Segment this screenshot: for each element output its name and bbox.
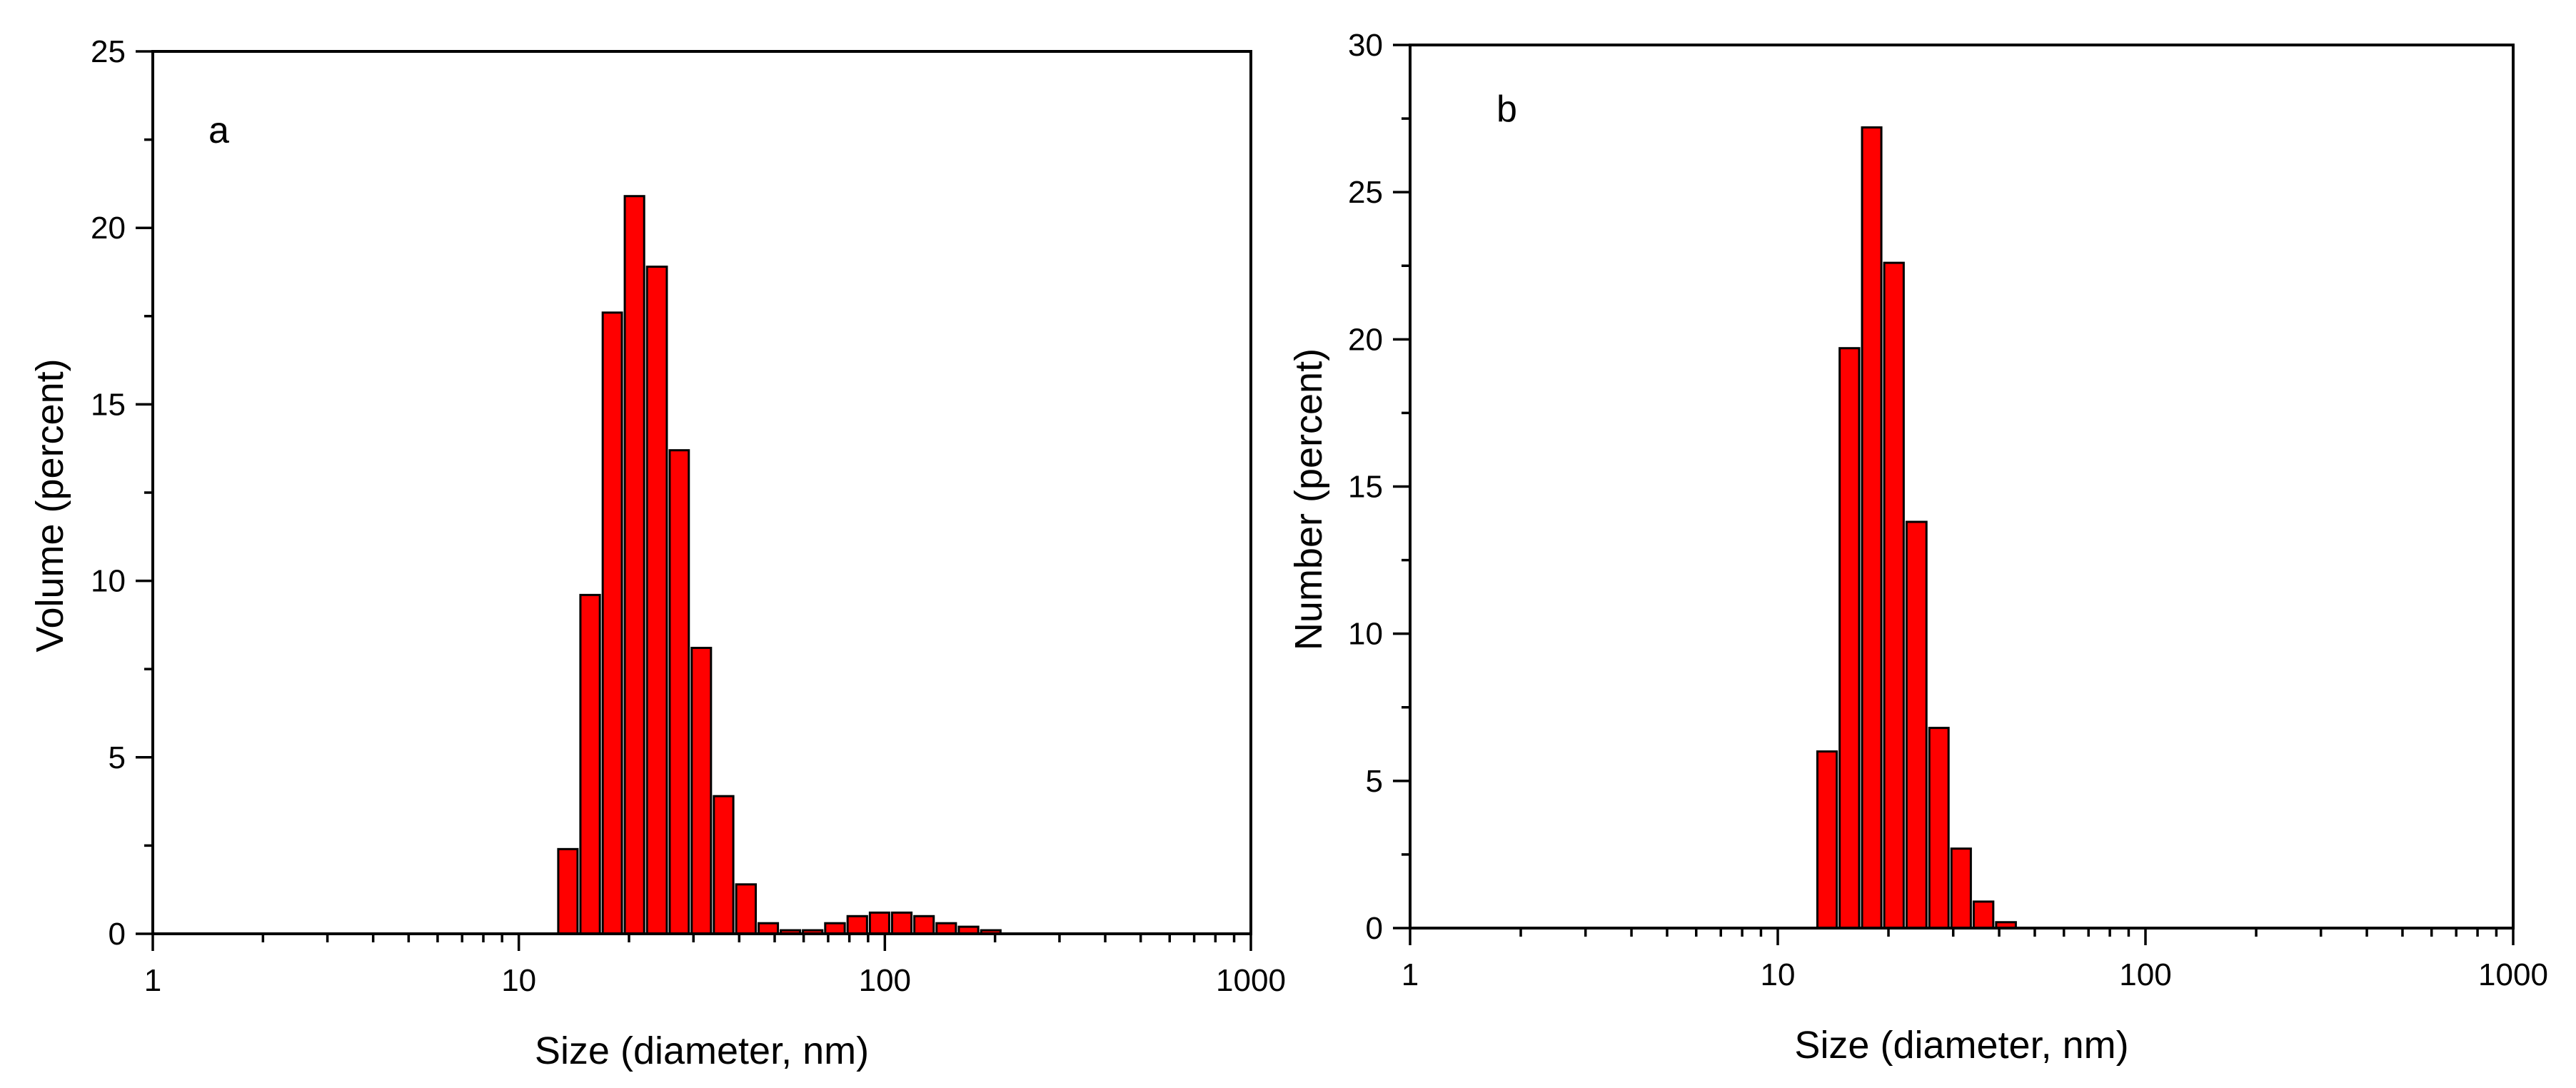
bar-b-5 xyxy=(1928,727,1950,930)
y-tick-label-b-6: 30 xyxy=(1348,28,1383,63)
y-tick-label-b-1: 5 xyxy=(1366,764,1383,799)
bar-b-7 xyxy=(1972,900,1995,930)
bar-b-3 xyxy=(1883,261,1905,930)
y-tick-label-b-3: 15 xyxy=(1348,470,1383,505)
bar-a-1 xyxy=(579,593,601,935)
bar-b-0 xyxy=(1816,750,1838,930)
x-tick-label-b-1: 10 xyxy=(1761,957,1796,992)
tick-labels-b: 1 10 100 1000 0 5 10 15 20 25 30 xyxy=(1348,28,2548,992)
y-tick-label-a-2: 10 xyxy=(91,564,126,599)
x-axis-title-b: Size (diameter, nm) xyxy=(1794,1024,2128,1067)
x-axis-title-a: Size (diameter, nm) xyxy=(535,1029,869,1072)
x-tick-label-b-3: 1000 xyxy=(2478,957,2548,992)
bar-a-0 xyxy=(557,847,579,935)
y-tick-label-a-5: 25 xyxy=(91,34,126,69)
tick-labels-a: 1 10 100 1000 0 5 10 15 20 25 xyxy=(91,34,1286,998)
y-axis-title-a: Volume (percent) xyxy=(29,358,71,652)
bar-a-3 xyxy=(623,195,645,935)
y-axis-title-b: Number (percent) xyxy=(1287,348,1330,650)
y-tick-label-b-5: 25 xyxy=(1348,175,1383,210)
bar-b-4 xyxy=(1905,520,1928,930)
bar-a-16 xyxy=(913,915,935,935)
bar-a-14 xyxy=(868,911,890,935)
y-tick-label-a-3: 15 xyxy=(91,387,126,422)
bar-a-9 xyxy=(758,922,780,935)
y-tick-label-b-4: 20 xyxy=(1348,322,1383,357)
bar-b-6 xyxy=(1950,847,1972,930)
bar-a-2 xyxy=(601,311,623,935)
bar-a-5 xyxy=(668,449,690,935)
chart-panel-a: 1 10 100 1000 0 5 10 15 20 25 a Size (diameter, n… xyxy=(29,34,1286,1072)
panel-label-b: b xyxy=(1496,89,1517,130)
bar-b-1 xyxy=(1838,347,1861,930)
chart-panel-b: 1 10 100 1000 0 5 10 15 20 25 30 b Size (diameter,… xyxy=(1287,28,2548,1067)
plot-frame-b xyxy=(1409,44,2515,930)
x-tick-label-a-0: 1 xyxy=(144,963,161,998)
bar-b-2 xyxy=(1861,126,1883,930)
bar-a-17 xyxy=(935,922,957,935)
x-tick-label-b-0: 1 xyxy=(1402,957,1419,992)
bars-a xyxy=(557,195,1002,935)
ticks-a xyxy=(136,50,1252,951)
bars-b xyxy=(1816,126,2017,930)
bar-a-4 xyxy=(645,266,668,935)
y-tick-label-b-2: 10 xyxy=(1348,617,1383,652)
bar-a-13 xyxy=(846,915,868,935)
bar-a-7 xyxy=(713,795,735,935)
y-tick-label-a-1: 5 xyxy=(109,740,126,775)
bar-a-15 xyxy=(890,911,913,935)
x-tick-label-a-1: 10 xyxy=(501,963,536,998)
panel-label-a: a xyxy=(208,110,229,151)
y-tick-label-a-0: 0 xyxy=(109,917,126,952)
x-tick-label-a-2: 100 xyxy=(859,963,911,998)
ticks-b xyxy=(1393,44,2515,945)
x-tick-label-b-2: 100 xyxy=(2119,957,2171,992)
y-tick-label-b-0: 0 xyxy=(1366,911,1383,946)
y-tick-label-a-4: 20 xyxy=(91,211,126,246)
bar-a-6 xyxy=(690,647,713,935)
bar-a-12 xyxy=(824,922,846,935)
bar-a-8 xyxy=(735,883,758,935)
x-tick-label-a-3: 1000 xyxy=(1216,963,1286,998)
